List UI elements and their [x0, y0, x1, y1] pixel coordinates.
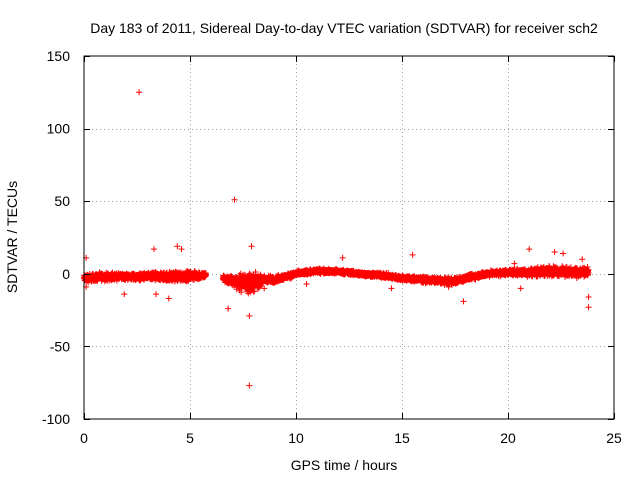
data-point	[585, 294, 592, 301]
x-tick-label: 10	[288, 430, 304, 446]
data-point	[388, 285, 395, 292]
data-point	[202, 270, 209, 277]
data-point	[511, 260, 518, 267]
x-tick-label: 15	[394, 430, 410, 446]
data-point	[517, 285, 524, 292]
x-tick-label: 20	[500, 430, 516, 446]
data-point	[178, 246, 185, 253]
axis-ticks: 0 5 10 15 20 25 -100 -50 0 50 100 150	[42, 48, 622, 446]
data-point	[248, 243, 255, 250]
data-point	[460, 298, 467, 305]
y-tick-label: -100	[42, 411, 70, 427]
y-tick-label: 100	[47, 121, 71, 137]
data-point	[136, 89, 143, 96]
x-tick-label: 5	[186, 430, 194, 446]
data-point	[579, 256, 586, 263]
data-point	[153, 291, 160, 298]
data-point	[560, 250, 567, 257]
data-point	[339, 254, 346, 261]
data-point	[256, 284, 263, 291]
x-tick-label: 0	[80, 430, 88, 446]
y-tick-label: -50	[50, 338, 70, 354]
data-point	[174, 243, 181, 250]
plot-frame	[83, 55, 615, 420]
data-points	[81, 89, 592, 389]
x-axis-label: GPS time / hours	[291, 457, 398, 473]
chart-title: Day 183 of 2011, Sidereal Day-to-day VTE…	[90, 20, 598, 36]
data-point	[551, 249, 558, 256]
data-point	[252, 268, 259, 275]
data-point	[526, 246, 533, 253]
data-point	[251, 288, 258, 295]
y-axis-label: SDTVAR / TECUs	[4, 181, 20, 293]
data-point	[150, 246, 157, 253]
data-point	[246, 270, 253, 277]
data-point	[225, 305, 232, 312]
y-tick-label: 0	[62, 266, 70, 282]
y-tick-label: 50	[54, 193, 70, 209]
data-point	[246, 312, 253, 319]
x-tick-label: 25	[606, 430, 622, 446]
data-point	[409, 251, 416, 258]
grid	[84, 56, 614, 419]
data-point	[250, 288, 257, 295]
data-point	[246, 382, 253, 389]
data-point	[121, 291, 128, 298]
data-point	[165, 295, 172, 302]
data-point	[585, 304, 592, 311]
data-point	[303, 280, 310, 287]
y-tick-label: 150	[47, 48, 71, 64]
